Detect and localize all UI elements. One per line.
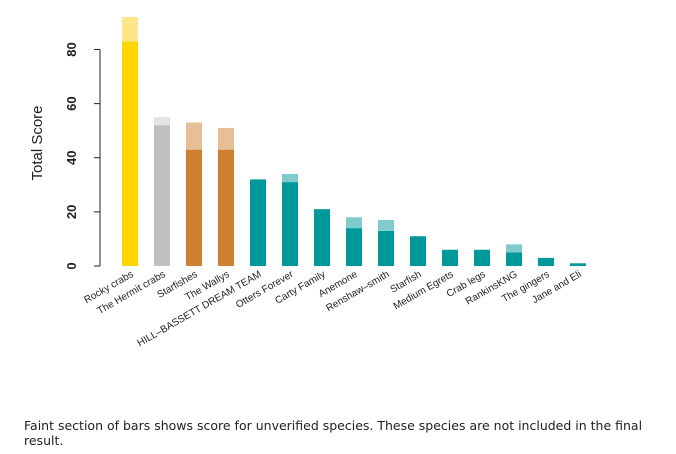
bar-verified [314, 209, 330, 266]
bar-unverified [122, 17, 138, 42]
bar-unverified [218, 127, 234, 150]
bars-group [122, 17, 586, 267]
y-tick-label: 60 [64, 96, 79, 110]
y-tick-label: 80 [64, 42, 79, 56]
y-axis: 0 20 40 60 80 [64, 42, 101, 270]
bar-unverified [282, 173, 298, 183]
y-axis-title: Total Score [29, 105, 46, 180]
bar-verified [186, 149, 202, 266]
bar-verified [250, 179, 266, 266]
y-tick-label: 40 [64, 151, 79, 165]
bar-unverified [506, 244, 522, 253]
y-tick-label: 0 [64, 262, 79, 269]
bar-unverified [186, 122, 202, 150]
chart-caption: Faint section of bars shows score for un… [24, 418, 643, 448]
bar-verified [570, 263, 586, 266]
bar-verified [122, 41, 138, 266]
bar-unverified [378, 219, 394, 231]
bar-verified [282, 182, 298, 266]
y-tick-label: 20 [64, 205, 79, 219]
chart: 0 20 40 60 80 Rocky crabs The Hermit crabs Sta… [29, 17, 586, 350]
bar-verified [474, 249, 490, 266]
bar-verified [506, 252, 522, 266]
bar-verified [346, 228, 362, 266]
bar-verified [218, 149, 234, 266]
bar-verified [538, 257, 554, 266]
bar-verified [378, 230, 394, 266]
bar-unverified [154, 117, 170, 126]
bar-verified [442, 249, 458, 266]
bar-verified [154, 125, 170, 267]
bar-unverified [346, 217, 362, 229]
bar-verified [410, 236, 426, 266]
